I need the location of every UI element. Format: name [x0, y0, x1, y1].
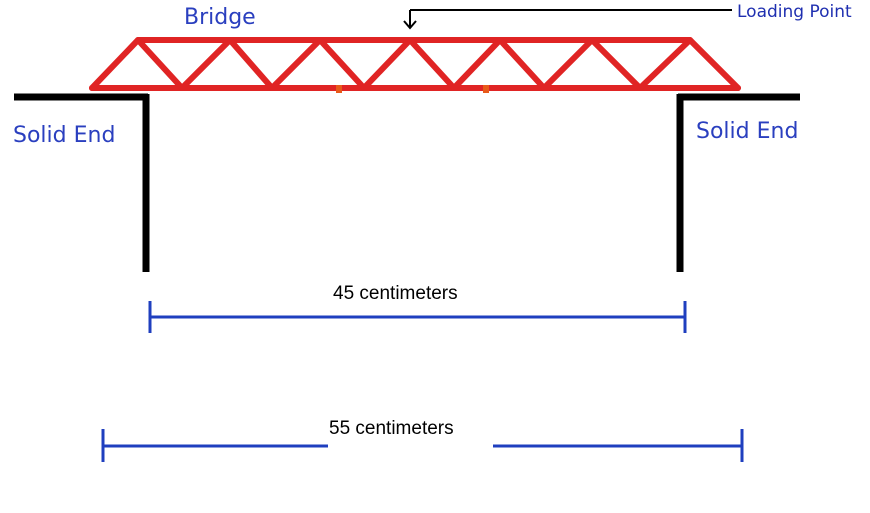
inner-span-label: 45 centimeters: [333, 283, 458, 304]
outer-span-label: 55 centimeters: [329, 418, 454, 439]
solid-end-left-label: Solid End: [13, 123, 115, 148]
truss-bridge: [89, 37, 741, 91]
bridge-label: Bridge: [184, 5, 256, 30]
inner-span-dimension-line: [148, 301, 687, 333]
left-solid-end-support: [14, 93, 150, 272]
truss-web: [89, 37, 741, 91]
truss-joint-marker: [483, 85, 489, 93]
down-arrow-icon: [403, 20, 417, 30]
outer-span-dimension-line: [101, 429, 744, 462]
loading-point-label: Loading Point: [737, 2, 852, 22]
right-solid-end-support: [676, 93, 800, 272]
solid-end-right-label: Solid End: [696, 119, 798, 144]
loading-point-leader: [403, 9, 732, 30]
truss-joint-marker: [336, 85, 342, 93]
